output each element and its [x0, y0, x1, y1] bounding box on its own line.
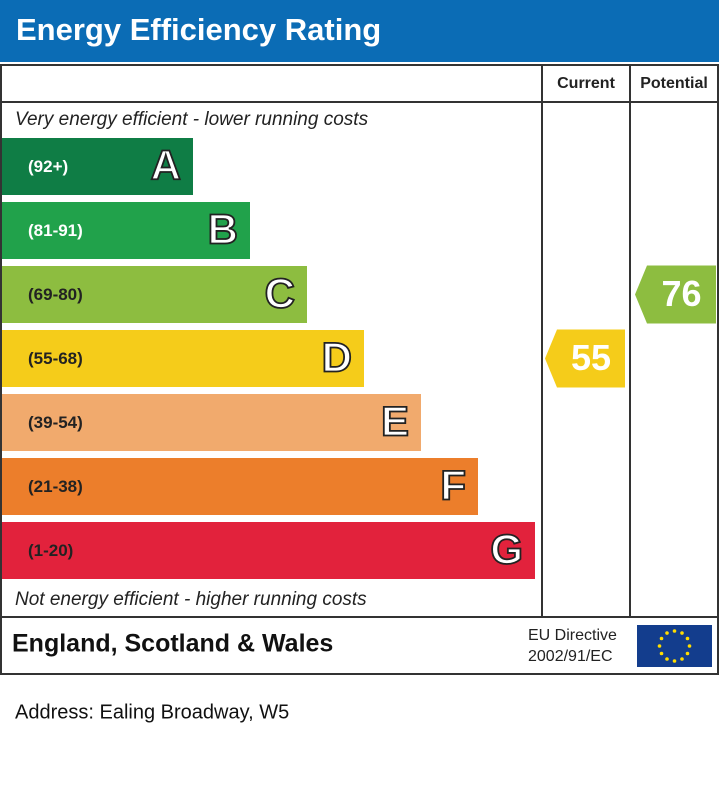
band-bar: [2, 394, 421, 451]
band-letter: B: [208, 206, 238, 253]
band-range: (69-80): [28, 285, 83, 304]
rating-value: 55: [571, 337, 611, 378]
band-letter: G: [490, 526, 523, 573]
eu-star: [685, 636, 690, 641]
band-letter: F: [440, 462, 466, 509]
top-note: Very energy efficient - lower running co…: [15, 109, 369, 130]
band-bar: [2, 458, 478, 515]
band-letter: D: [322, 334, 352, 381]
band-range: (21-38): [28, 477, 83, 496]
directive: 2002/91/EC: [528, 648, 613, 665]
band-range: (39-54): [28, 413, 83, 432]
eu-star: [659, 651, 664, 656]
eu-star: [680, 657, 684, 661]
eu-star: [659, 636, 664, 641]
band-range: (81-91): [28, 221, 83, 240]
address: Address: Ealing Broadway, W5: [15, 701, 289, 723]
band-bar: [2, 202, 250, 259]
title-bar: [0, 0, 719, 62]
band-letter: A: [151, 142, 181, 189]
band-bar: [2, 266, 307, 323]
eu-star: [665, 631, 669, 635]
band-bar: [2, 138, 193, 195]
directive: EU Directive: [528, 627, 617, 644]
eu-star: [657, 644, 662, 648]
eu-stars: [657, 629, 692, 663]
header-current: Current: [557, 75, 615, 92]
eu-star: [672, 629, 677, 633]
band-range: (55-68): [28, 349, 83, 368]
band-letter: E: [381, 398, 409, 445]
band-range: (92+): [28, 157, 68, 176]
eu-star: [687, 644, 692, 648]
eu-star: [665, 657, 669, 661]
eu-star: [672, 659, 677, 663]
title: Energy Efficiency Rating: [16, 12, 381, 47]
rating-value: 76: [661, 273, 701, 314]
eu-star: [680, 631, 684, 635]
band-letter: C: [265, 270, 295, 317]
rating-arrow: [635, 265, 716, 324]
band-bar: [2, 330, 364, 387]
band-bar: [2, 522, 535, 579]
band-range: (1-20): [28, 541, 73, 560]
region: England, Scotland & Wales: [12, 630, 333, 658]
frame: [0, 64, 719, 675]
rating-arrow: [545, 329, 625, 388]
header-potential: Potential: [640, 75, 708, 92]
eu-star: [685, 651, 690, 656]
bottom-note: Not energy efficient - higher running co…: [15, 589, 367, 610]
